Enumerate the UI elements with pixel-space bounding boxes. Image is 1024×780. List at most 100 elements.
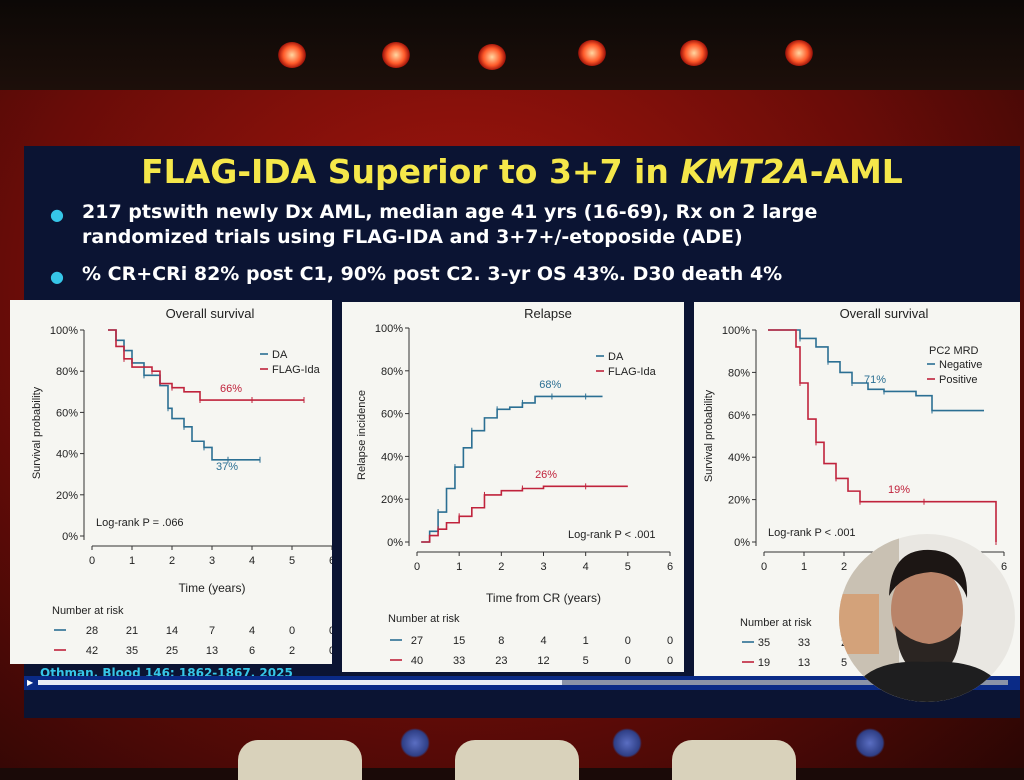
chart-panel-os-treatment: Overall survival 0% 20% 40% 60% 80% 100% 0 1 2 3 4 5…: [10, 300, 332, 664]
y-axis-label: Survival probability: [31, 386, 43, 479]
stage-light: [680, 40, 708, 66]
slide-title-main: FLAG-IDA Superior to 3+7 in: [141, 152, 681, 191]
stage-light: [278, 42, 306, 68]
x-tick-label: 2: [169, 555, 175, 567]
chair: [455, 740, 579, 780]
data-label: 68%: [539, 379, 561, 391]
y-tick-label: 60%: [728, 410, 750, 422]
risk-value: 0: [667, 635, 673, 647]
data-label: 71%: [864, 374, 886, 386]
legend-label: FLAG-Ida: [272, 364, 321, 376]
x-tick-label: 2: [841, 561, 847, 573]
speaker-video: [839, 534, 1015, 702]
p-value-label: Log-rank P < .001: [768, 527, 856, 539]
risk-value: 33: [798, 637, 810, 649]
audience-area: [0, 718, 1024, 780]
series-line-1: [108, 329, 260, 461]
y-tick-label: 40%: [56, 449, 78, 461]
progress-fill: [38, 680, 562, 685]
y-tick-label: 100%: [722, 325, 750, 337]
series-line-1: [421, 395, 603, 543]
stage-light: [785, 40, 813, 66]
risk-value: 40: [411, 655, 423, 667]
flower-arrangement: [855, 728, 885, 758]
risk-value: 7: [209, 625, 215, 637]
risk-table-label: Number at risk: [52, 605, 124, 617]
y-axis-label: Relapse incidence: [356, 390, 368, 480]
y-tick-label: 20%: [381, 494, 403, 506]
legend-label: DA: [272, 349, 288, 361]
series-line-1: [768, 329, 984, 412]
x-tick-label: 0: [414, 561, 420, 573]
x-tick-label: 4: [249, 555, 255, 567]
x-tick-label: 5: [289, 555, 295, 567]
x-tick-label: 3: [209, 555, 215, 567]
risk-value: 5: [583, 655, 589, 667]
risk-value: 1: [583, 635, 589, 647]
risk-table-label: Number at risk: [740, 617, 812, 629]
chart-panel-relapse: Relapse 0% 20% 40% 60% 80% 100% 0 1 2 3 4 5 6 Time fro…: [342, 302, 684, 672]
x-axis-label: Time from CR (years): [486, 591, 601, 605]
x-tick-label: 1: [456, 561, 462, 573]
progress-track[interactable]: [38, 680, 1008, 685]
video-progress-bar[interactable]: ▶: [24, 676, 1020, 690]
x-tick-label: 0: [761, 561, 767, 573]
chart-title: Relapse: [524, 306, 572, 321]
x-tick-label: 1: [801, 561, 807, 573]
risk-value: 35: [126, 645, 138, 657]
risk-value: 12: [537, 655, 549, 667]
risk-value: 4: [249, 625, 255, 637]
risk-value: 13: [798, 657, 810, 669]
legend-label: Negative: [939, 359, 982, 371]
stage-light: [382, 42, 410, 68]
p-value-label: Log-rank P < .001: [568, 529, 656, 541]
risk-value: 14: [166, 625, 178, 637]
play-icon[interactable]: ▶: [27, 678, 34, 687]
risk-value: 21: [126, 625, 138, 637]
x-axis-label: Time (years): [179, 581, 246, 595]
risk-value: 4: [540, 635, 546, 647]
risk-value: 0: [329, 625, 332, 637]
risk-value: 27: [411, 635, 423, 647]
risk-value: 25: [166, 645, 178, 657]
data-label: 19%: [888, 484, 910, 496]
chart-svg: Overall survival0%20%40%60%80%100%012345…: [703, 306, 1007, 669]
risk-value: 13: [206, 645, 218, 657]
p-value-label: Log-rank P = .066: [96, 517, 184, 529]
bullet-2: ● % CR+CRi 82% post C1, 90% post C2. 3-y…: [50, 262, 1010, 288]
y-tick-label: 60%: [56, 407, 78, 419]
y-tick-label: 40%: [728, 452, 750, 464]
y-tick-label: 0%: [62, 531, 78, 543]
risk-value: 35: [758, 637, 770, 649]
risk-value: 5: [841, 657, 847, 669]
legend-label: FLAG-Ida: [608, 366, 657, 378]
y-tick-label: 80%: [728, 367, 750, 379]
y-tick-label: 20%: [56, 490, 78, 502]
risk-value: 15: [453, 635, 465, 647]
bullet-2-text: % CR+CRi 82% post C1, 90% post C2. 3-yr …: [82, 263, 783, 285]
legend-title: PC2 MRD: [929, 345, 979, 357]
chart-title: Overall survival: [166, 306, 255, 321]
legend-label: Positive: [939, 374, 978, 386]
risk-value: 23: [495, 655, 507, 667]
risk-value: 6: [249, 645, 255, 657]
x-tick-label: 2: [498, 561, 504, 573]
x-tick-label: 6: [1001, 561, 1007, 573]
flower-arrangement: [612, 728, 642, 758]
y-tick-label: 0%: [734, 537, 750, 549]
y-tick-label: 0%: [387, 537, 403, 549]
risk-value: 19: [758, 657, 770, 669]
chair: [238, 740, 362, 780]
slide-title-gene: KMT2A: [680, 152, 810, 191]
y-tick-label: 20%: [728, 495, 750, 507]
flower-arrangement: [400, 728, 430, 758]
bullet-1-line-1: 217 ptswith newly Dx AML, median age 41 …: [82, 201, 818, 223]
x-tick-label: 4: [583, 561, 589, 573]
chart-title: Overall survival: [840, 306, 929, 321]
series-line-2: [768, 329, 997, 542]
slide-title: FLAG-IDA Superior to 3+7 in KMT2A-AML: [24, 152, 1020, 191]
y-tick-label: 60%: [381, 409, 403, 421]
series-line-2: [108, 329, 304, 401]
x-tick-label: 6: [329, 555, 332, 567]
